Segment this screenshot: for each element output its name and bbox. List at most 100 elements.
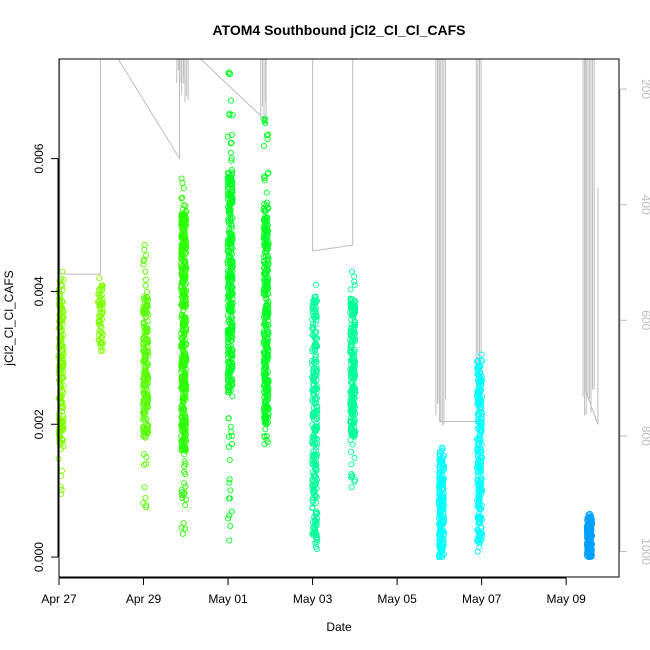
data-point (261, 433, 268, 440)
data-point (350, 374, 357, 381)
data-point (260, 142, 268, 150)
data-point (178, 432, 185, 439)
data-point (313, 385, 320, 393)
data-point (181, 353, 188, 360)
data-point (178, 342, 185, 349)
data-point (227, 71, 234, 78)
data-point (264, 403, 271, 410)
data-point (228, 291, 235, 298)
data-point (182, 214, 189, 221)
data-point (438, 544, 445, 551)
data-point (224, 339, 231, 346)
data-point (438, 457, 445, 465)
data-point (351, 348, 358, 356)
data-point (228, 314, 235, 321)
data-point (227, 214, 234, 221)
data-point (436, 464, 443, 471)
data-point (59, 307, 66, 314)
data-point (96, 302, 103, 309)
data-point (309, 307, 316, 315)
data-point (478, 446, 485, 453)
data-point (183, 287, 190, 294)
data-point (178, 195, 185, 202)
data-point (264, 245, 271, 252)
data-point (229, 319, 236, 327)
data-point (262, 341, 269, 348)
data-point (97, 300, 104, 307)
data-point (309, 346, 316, 353)
data-point (142, 410, 149, 418)
data-point (261, 366, 268, 373)
data-point (60, 389, 67, 396)
data-point (478, 423, 485, 430)
data-point (228, 432, 235, 440)
data-point (261, 405, 268, 412)
data-point (352, 410, 359, 417)
data-point (264, 357, 271, 364)
data-point (142, 370, 149, 377)
data-point (225, 191, 232, 198)
data-point (349, 355, 356, 362)
data-point (226, 382, 233, 389)
data-point (439, 516, 446, 523)
data-point (227, 176, 235, 183)
data-point (140, 256, 148, 263)
data-point (142, 494, 149, 501)
pressure-segment (59, 59, 101, 275)
y-tick-label: 0.002 (32, 409, 46, 439)
data-point (178, 524, 185, 531)
data-point (179, 326, 186, 333)
data-point (228, 131, 235, 138)
data-point (313, 335, 320, 342)
data-point (261, 260, 268, 267)
data-point (180, 214, 187, 221)
data-point (348, 303, 355, 310)
data-point (225, 443, 232, 450)
data-point (262, 227, 269, 234)
data-point (181, 426, 188, 433)
data-point (60, 382, 67, 389)
data-point (226, 190, 233, 197)
data-point (96, 312, 103, 319)
data-point (178, 288, 185, 295)
y-tick-label: 0.006 (32, 143, 46, 173)
data-point (475, 412, 482, 419)
data-point (309, 457, 316, 464)
data-point (440, 484, 447, 491)
data-point (311, 412, 318, 419)
data-point (140, 410, 147, 418)
data-point (228, 250, 236, 258)
x-axis: Apr 27 Apr 29 May 01 May 03 May 05 May 07 May … (41, 577, 586, 606)
data-point (351, 329, 358, 336)
data-point (60, 424, 67, 431)
data-point (227, 522, 234, 530)
data-point (178, 246, 185, 253)
data-point (262, 289, 269, 296)
data-point (179, 394, 186, 401)
data-point (312, 519, 319, 526)
data-point (263, 189, 270, 196)
data-point (473, 464, 481, 471)
data-point (226, 110, 233, 117)
data-point (99, 347, 106, 354)
data-point (313, 328, 320, 336)
chart-title: ATOM4 Southbound jCl2_Cl_Cl_CAFS (212, 22, 465, 38)
data-point (226, 239, 233, 246)
data-point (438, 548, 445, 555)
data-point (141, 332, 148, 339)
data-point (141, 401, 148, 408)
data-point (56, 277, 63, 284)
data-point (476, 435, 484, 442)
data-point (228, 441, 235, 448)
data-point (348, 414, 355, 421)
data-point (225, 495, 233, 502)
data-point (181, 463, 188, 470)
data-point (437, 535, 444, 542)
data-point (474, 548, 481, 555)
data-point (180, 361, 187, 368)
data-point (350, 321, 357, 328)
data-point (310, 425, 317, 432)
data-point (228, 272, 235, 279)
data-point (141, 241, 148, 248)
y-tick-label: 0.000 (32, 542, 46, 572)
